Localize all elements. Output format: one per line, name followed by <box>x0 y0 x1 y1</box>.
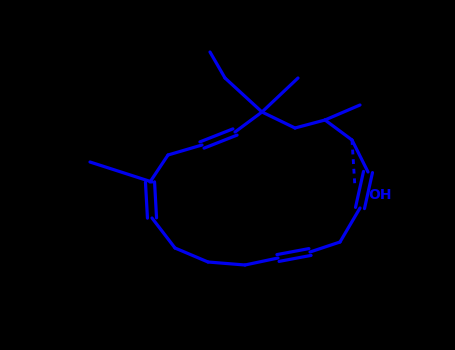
Text: OH: OH <box>368 188 391 202</box>
